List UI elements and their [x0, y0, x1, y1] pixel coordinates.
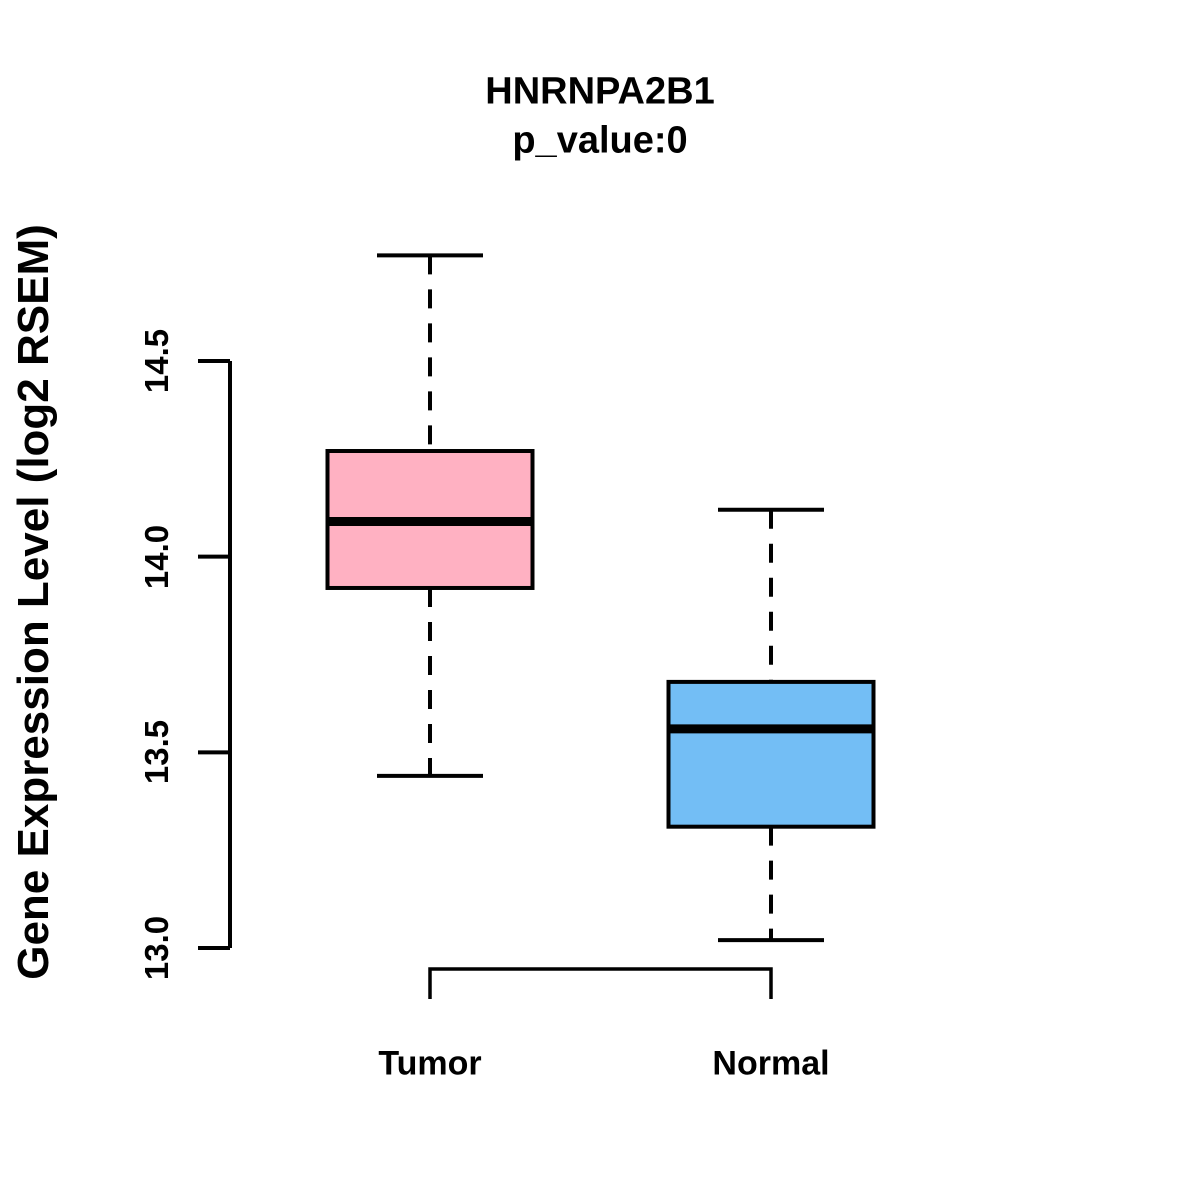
y-tick-label: 13.5	[138, 720, 175, 785]
y-tick-label: 14.5	[138, 328, 175, 394]
chart-subtitle: p_value:0	[512, 119, 688, 162]
y-tick-label: 14.0	[138, 524, 175, 589]
x-group-label-normal: Normal	[712, 1044, 830, 1083]
chart-title: HNRNPA2B1	[485, 70, 715, 113]
x-axis-bracket	[428, 967, 773, 999]
normal-box	[666, 679, 876, 829]
y-tick-label: 13.0	[138, 915, 175, 981]
x-group-label-tumor: Tumor	[378, 1044, 482, 1083]
y-axis-title: Gene Expression Level (log2 RSEM)	[9, 224, 58, 980]
